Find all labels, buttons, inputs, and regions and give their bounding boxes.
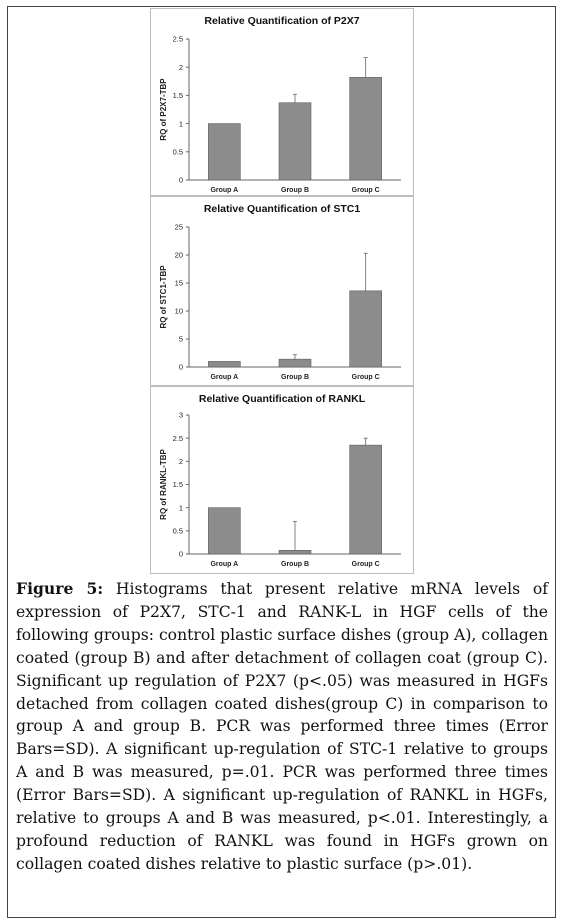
y-tick-label: 2.5 xyxy=(173,35,183,44)
figure-caption: Figure 5: Histograms that present relati… xyxy=(16,578,548,876)
chart-svg: Relative Quantification of RANKL RQ of RA… xyxy=(159,393,401,568)
x-category-label: Group C xyxy=(352,187,380,194)
chart-title: Relative Quantification of P2X7 xyxy=(204,15,359,27)
y-tick-label: 0 xyxy=(179,363,183,372)
bar xyxy=(278,358,312,368)
y-tick-label: 3 xyxy=(179,411,183,420)
x-category-label: Group A xyxy=(210,561,238,568)
chart-svg: Relative Quantification of STC1 RQ of STC… xyxy=(159,203,401,381)
y-tick-label: 15 xyxy=(175,279,183,288)
figure-label: Figure 5: xyxy=(16,579,104,598)
y-tick-label: 1.5 xyxy=(173,91,183,100)
y-axis-label: RQ of P2X7-TBP xyxy=(159,78,168,141)
bar xyxy=(278,102,312,181)
chart-title: Relative Quantification of STC1 xyxy=(204,203,361,215)
y-tick-label: 10 xyxy=(175,307,183,316)
y-tick-label: 2 xyxy=(179,63,183,72)
y-tick-label: 0.5 xyxy=(173,527,183,536)
y-tick-label: 5 xyxy=(179,335,183,344)
bar xyxy=(349,444,382,555)
chart-stc1: Relative Quantification of STC1 RQ of STC… xyxy=(150,196,414,386)
x-category-label: Group B xyxy=(281,561,309,568)
bar xyxy=(349,77,382,181)
y-tick-label: 1.5 xyxy=(173,480,183,489)
y-axis-label: RQ of RANKL-TBP xyxy=(159,449,168,520)
bar xyxy=(208,123,241,181)
x-category-label: Group C xyxy=(352,374,380,381)
chart-title: Relative Quantification of RANKL xyxy=(199,393,366,405)
y-tick-label: 0.5 xyxy=(173,148,183,157)
y-tick-label: 25 xyxy=(175,223,183,232)
y-tick-label: 0 xyxy=(179,550,183,559)
bar xyxy=(208,507,241,555)
y-axis-label: RQ of STC1-TBP xyxy=(159,265,168,329)
y-tick-label: 1 xyxy=(179,119,183,128)
bar xyxy=(349,290,382,368)
chart-rankl: Relative Quantification of RANKL RQ of RA… xyxy=(150,386,414,574)
chart-svg: Relative Quantification of P2X7 RQ of P2X… xyxy=(159,15,401,194)
x-category-label: Group B xyxy=(281,374,309,381)
y-tick-label: 2 xyxy=(179,457,183,466)
y-tick-label: 0 xyxy=(179,176,183,185)
bar xyxy=(208,361,241,368)
y-tick-label: 20 xyxy=(175,251,183,260)
x-category-label: Group A xyxy=(210,187,238,194)
x-category-label: Group A xyxy=(210,374,238,381)
y-tick-label: 2.5 xyxy=(173,434,183,443)
x-category-label: Group B xyxy=(281,187,309,194)
bar xyxy=(278,549,312,555)
chart-p2x7: Relative Quantification of P2X7 RQ of P2X… xyxy=(150,8,414,196)
y-tick-label: 1 xyxy=(179,503,183,512)
caption-text: Histograms that present relative mRNA le… xyxy=(16,580,548,873)
x-category-label: Group C xyxy=(352,561,380,568)
